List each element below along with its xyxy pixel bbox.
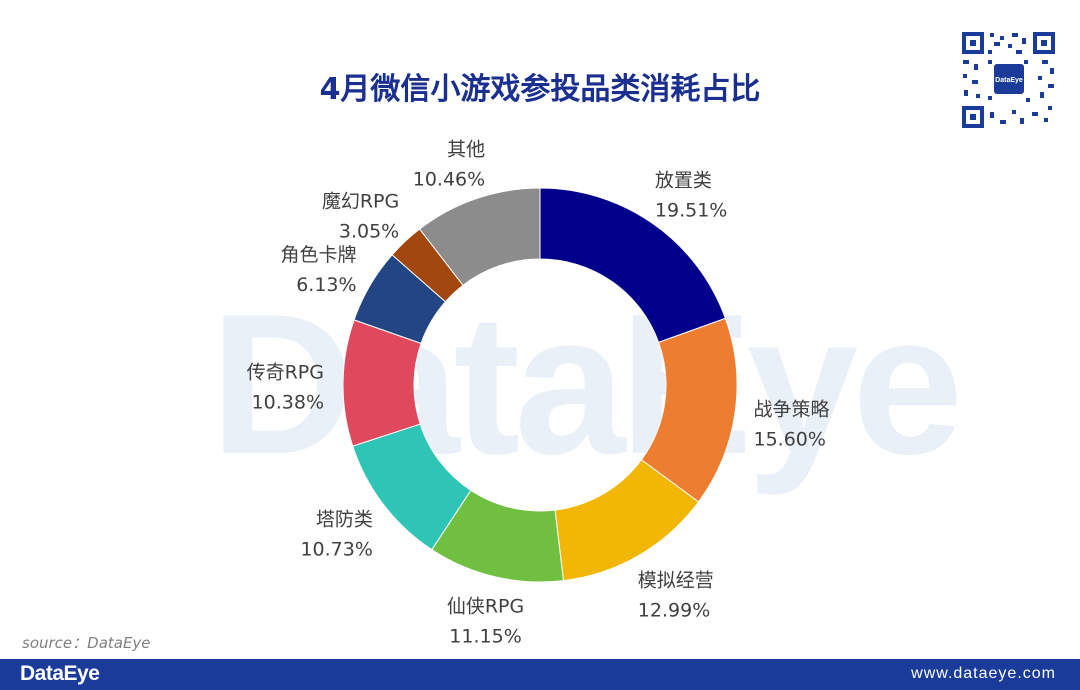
qr-center-text: DataEye: [995, 77, 1023, 84]
slice-4-label: 仙侠RPG: [447, 596, 524, 618]
slice-3-value: 12.99%: [638, 600, 710, 622]
slice-8-value: 3.05%: [339, 220, 399, 242]
slice-6-value: 10.38%: [252, 391, 324, 413]
slice-5-value: 10.73%: [300, 539, 372, 561]
chart-title: 4月微信小游戏参投品类消耗占比: [319, 72, 761, 107]
footer-url: www.dataeye.com: [911, 665, 1056, 682]
slice-4-value: 11.15%: [449, 626, 521, 648]
watermark-text: DataEye: [210, 273, 963, 496]
slice-3-label: 模拟经营: [638, 570, 714, 592]
slice-6-label: 传奇RPG: [247, 361, 324, 383]
slice-5-label: 塔防类: [316, 509, 373, 531]
slice-9-value: 10.46%: [413, 169, 485, 191]
slice-8-label: 魔幻RPG: [322, 190, 399, 212]
slice-7-value: 6.13%: [296, 274, 356, 296]
slice-9-label: 其他: [447, 139, 485, 161]
slice-7-label: 角色卡牌: [281, 244, 357, 266]
slice-1-value: 19.51%: [655, 199, 727, 221]
qr-code-icon: DataEye: [960, 30, 1057, 130]
footer-bar: DataEye www.dataeye.com: [0, 659, 1080, 690]
slice-1-label: 放置类: [655, 169, 712, 191]
source-note: source：DataEye: [22, 634, 151, 652]
footer-brand: DataEye: [20, 662, 100, 685]
slice-2-value: 15.60%: [753, 428, 825, 450]
slice-9: [418, 187, 541, 286]
slice-2-label: 战争策略: [753, 398, 829, 420]
